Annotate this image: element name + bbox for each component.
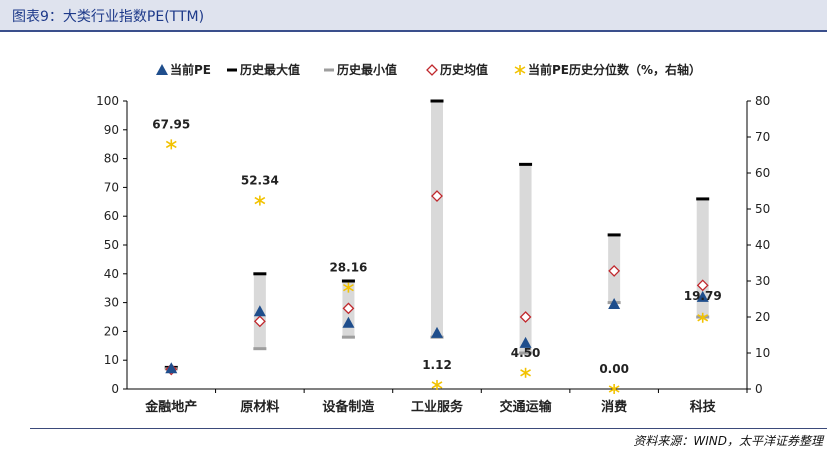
current-pe-point bbox=[253, 305, 266, 317]
chart-title: 图表9：大类行业指数PE(TTM) bbox=[12, 9, 205, 25]
range-bar bbox=[519, 164, 532, 353]
current-pe-point bbox=[431, 326, 443, 338]
title-bar: 图表9：大类行业指数PE(TTM) bbox=[0, 0, 827, 32]
percentile-label: 0.00 bbox=[599, 362, 629, 376]
range-bar bbox=[431, 101, 443, 338]
hist-avg-point bbox=[608, 265, 621, 277]
left-tick-label: 80 bbox=[104, 152, 119, 166]
left-tick-label: 70 bbox=[104, 180, 119, 194]
hist-avg-point bbox=[253, 315, 266, 328]
current-pe-point bbox=[608, 298, 621, 310]
legend-marker-current_pe bbox=[156, 64, 168, 75]
percentile-point bbox=[608, 384, 620, 394]
category-label: 消费 bbox=[601, 399, 627, 415]
legend-label-hist_max: 历史最大值 bbox=[240, 62, 300, 77]
left-tick-label: 40 bbox=[104, 267, 119, 281]
right-tick-label: 40 bbox=[755, 238, 770, 252]
current-pe-point bbox=[696, 290, 709, 302]
percentile-label: 67.95 bbox=[152, 117, 190, 131]
category-label: 原材料 bbox=[240, 399, 279, 415]
left-tick-label: 90 bbox=[104, 123, 119, 137]
percentile-point bbox=[343, 282, 354, 293]
left-tick-label: 10 bbox=[104, 353, 119, 367]
hist-avg-point bbox=[431, 190, 443, 202]
bottom-rule bbox=[30, 428, 827, 429]
hist-avg-point bbox=[696, 279, 709, 292]
right-tick-label: 10 bbox=[755, 346, 770, 360]
percentile-point bbox=[254, 195, 266, 206]
left-tick-label: 20 bbox=[104, 324, 119, 338]
percentile-point bbox=[520, 367, 531, 378]
percentile-label: 19.79 bbox=[684, 289, 722, 303]
current-pe-point bbox=[165, 362, 178, 374]
percentile-point bbox=[431, 379, 443, 390]
left-tick-label: 30 bbox=[104, 296, 119, 310]
source-note: 资料来源：WIND，太平洋证券整理 bbox=[633, 434, 823, 448]
left-tick-label: 100 bbox=[96, 94, 119, 108]
category-label: 金融地产 bbox=[144, 399, 197, 415]
right-tick-label: 0 bbox=[755, 382, 763, 396]
right-tick-label: 50 bbox=[755, 202, 770, 216]
legend-label-hist_min: 历史最小值 bbox=[337, 62, 397, 77]
legend-label-percentile: 当前PE历史分位数（%，右轴） bbox=[528, 62, 701, 77]
percentile-label: 4.50 bbox=[511, 346, 541, 360]
right-tick-label: 30 bbox=[755, 274, 770, 288]
pe-chart: 当前PE 历史最大值 历史最小值 历史均值 当前PE历史分位数（%，右轴） 0 10 20 30… bbox=[96, 62, 770, 415]
hist-avg-point bbox=[519, 311, 532, 323]
right-tick-label: 80 bbox=[755, 94, 770, 108]
legend-marker-hist_avg bbox=[426, 64, 438, 76]
percentile-point bbox=[165, 139, 177, 150]
legend-marker-percentile bbox=[514, 65, 526, 75]
legend-label-hist_avg: 历史均值 bbox=[440, 62, 488, 77]
left-tick-label: 50 bbox=[104, 238, 119, 252]
right-tick-label: 60 bbox=[755, 166, 770, 180]
percentile-label: 1.12 bbox=[422, 358, 452, 372]
percentile-label: 28.16 bbox=[329, 261, 367, 275]
category-label: 设备制造 bbox=[322, 399, 375, 415]
legend-label-current_pe: 当前PE bbox=[170, 62, 211, 77]
category-label: 科技 bbox=[690, 399, 717, 415]
left-tick-label: 0 bbox=[111, 382, 119, 396]
right-tick-label: 70 bbox=[755, 130, 770, 144]
current-pe-point bbox=[342, 316, 355, 328]
current-pe-point bbox=[519, 336, 532, 348]
percentile-point bbox=[697, 312, 709, 323]
category-label: 工业服务 bbox=[411, 399, 464, 415]
percentile-label: 52.34 bbox=[241, 174, 279, 188]
left-tick-label: 60 bbox=[104, 209, 119, 223]
hist-avg-point bbox=[342, 302, 355, 315]
category-label: 交通运输 bbox=[500, 399, 553, 415]
right-tick-label: 20 bbox=[755, 310, 770, 324]
